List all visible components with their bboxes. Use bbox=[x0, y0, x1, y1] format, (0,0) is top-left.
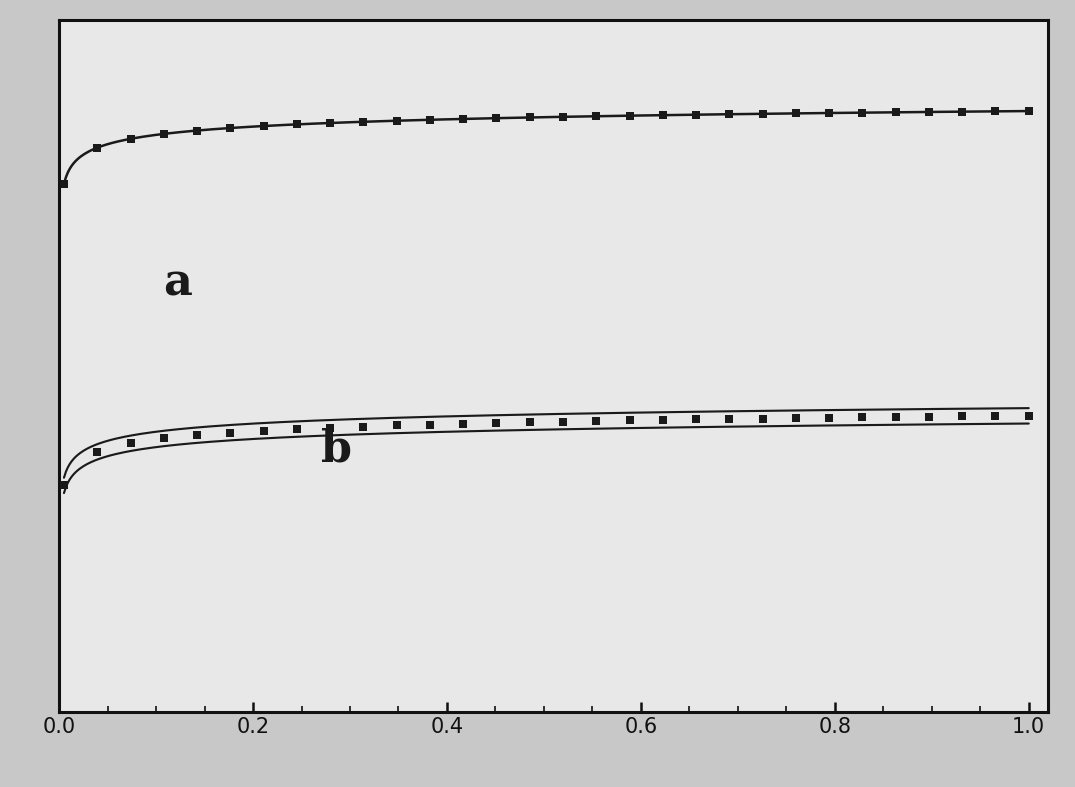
Text: a: a bbox=[163, 261, 192, 305]
Text: b: b bbox=[320, 427, 352, 471]
